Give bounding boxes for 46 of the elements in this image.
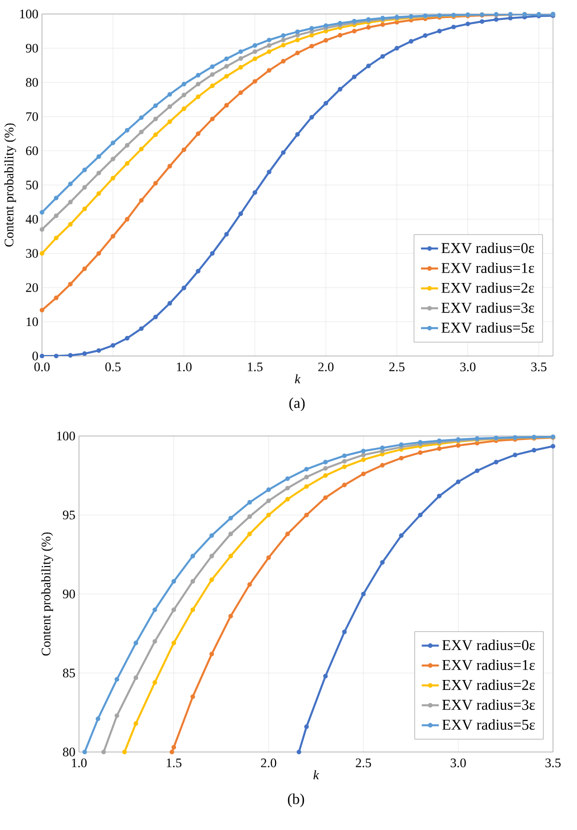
legend-label: EXV radius=1ε [442,262,534,274]
y-tick-label: 30 [26,249,38,258]
y-tick-label: 85 [62,668,75,678]
x-tick-label: 3.0 [450,758,466,768]
y-tick-label: 20 [26,283,38,292]
legend-label: EXV radius=2ε [442,282,534,294]
y-tick-label: 80 [62,748,75,756]
y-tick-label: 90 [26,44,38,53]
legend-label: EXV radius=5ε [442,322,534,333]
legend-label: EXV radius=2ε [442,679,535,690]
legend-label: EXV radius=1ε [442,660,535,670]
x-axis-title: k [294,374,301,384]
x-tick-label: 3.0 [460,362,476,372]
x-tick-label: 2.5 [356,758,372,768]
x-tick-label: 0.5 [105,362,121,372]
x-tick-label: 2.0 [261,758,276,768]
x-tick-label: 1.0 [176,362,192,372]
y-tick-label: 50 [26,180,38,190]
legend-label: EXV radius=0ε [442,242,534,254]
y-tick-label: 70 [26,112,38,121]
x-axis-title: k [313,770,320,780]
x-tick-label: 2.0 [318,362,334,372]
y-tick-label: 40 [26,214,38,224]
y-tick-label: 10 [26,317,38,326]
y-tick-label: 100 [20,10,38,18]
y-tick-label: 100 [57,432,75,440]
legend-label: EXV radius=0ε [442,640,535,650]
x-tick-label: 1.0 [72,758,87,768]
y-axis-title: Content probability (%) [41,532,54,656]
y-tick-label: 95 [62,510,75,520]
y-tick-label: 90 [62,590,75,598]
y-tick-label: 0 [32,352,38,360]
y-tick-label: 60 [26,146,38,156]
x-tick-label: 3.5 [545,758,561,768]
x-tick-label: 3.5 [531,362,546,372]
x-tick-label: 1.5 [248,362,263,372]
text: (b) [288,794,304,808]
x-tick-label: 1.5 [166,758,182,768]
y-tick-label: 80 [26,78,38,87]
text: (a) [289,398,305,412]
legend-label: EXV radius=3ε [442,699,535,710]
legend-label: EXV radius=3ε [442,302,534,313]
legend-label: EXV radius=5ε [442,719,535,730]
x-tick-label: 0.0 [34,362,50,372]
x-tick-label: 2.5 [389,362,404,372]
y-axis-title: Content probability (%) [4,123,16,247]
